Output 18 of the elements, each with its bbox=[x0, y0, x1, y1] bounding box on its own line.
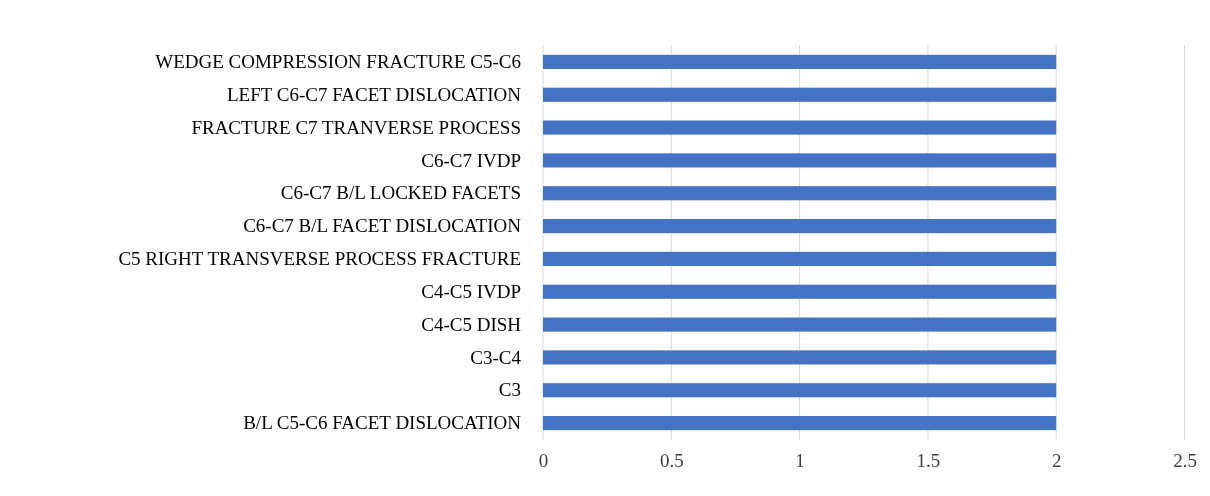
y-tick-label: C5 RIGHT TRANSVERSE PROCESS FRACTURE bbox=[118, 248, 521, 269]
x-tick-label: 0.5 bbox=[659, 450, 684, 472]
y-tick-label: LEFT C6-C7 FACET DISLOCATION bbox=[227, 83, 522, 105]
x-tick-label: 2 bbox=[1051, 450, 1062, 472]
y-tick-label: C3-C4 bbox=[470, 346, 522, 368]
y-tick-label: B/L C5-C6 FACET DISLOCATION bbox=[243, 412, 522, 434]
x-tick-label: 0 bbox=[538, 450, 549, 472]
y-tick-label: C6-C7 B/L LOCKED FACETS bbox=[280, 182, 521, 204]
y-tick-label: WEDGE COMPRESSION FRACTURE C5-C6 bbox=[155, 50, 521, 72]
y-tick-label: FRACTURE C7 TRANVERSE PROCESS bbox=[191, 116, 521, 138]
y-tick-label: C3 bbox=[498, 379, 521, 401]
y-tick-label: C6-C7 B/L FACET DISLOCATION bbox=[243, 215, 522, 237]
y-tick-label: C4-C5 DISH bbox=[421, 313, 522, 335]
x-tick-label: 2.5 bbox=[1173, 450, 1197, 472]
y-tick-label: C6-C7 IVDP bbox=[421, 149, 521, 171]
x-tick-label: 1.5 bbox=[916, 450, 941, 472]
y-tick-label: C4-C5 IVDP bbox=[421, 280, 521, 302]
x-tick-label: 1 bbox=[795, 450, 805, 472]
